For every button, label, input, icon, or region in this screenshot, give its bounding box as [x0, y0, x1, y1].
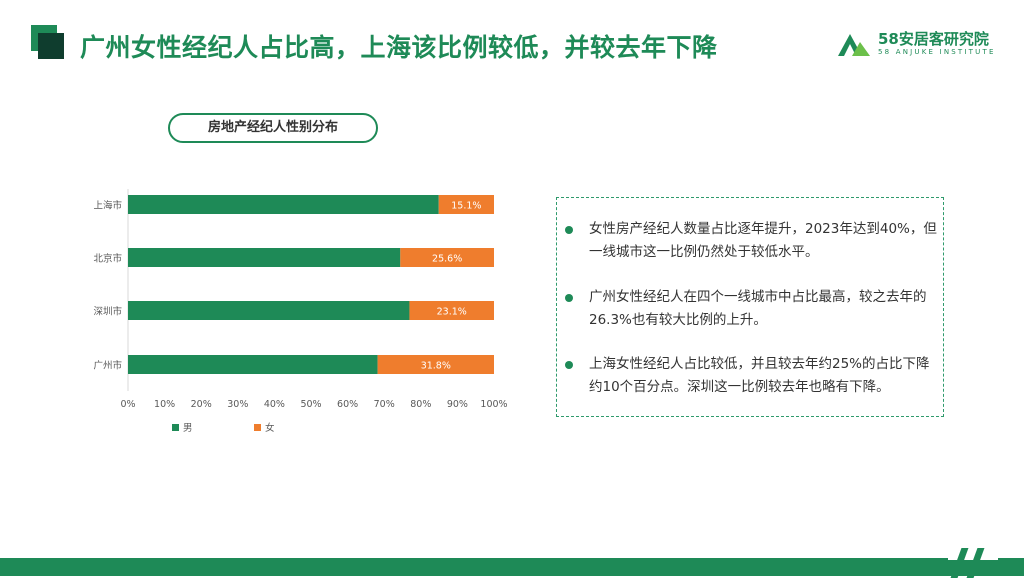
bullet-dot-icon: [565, 361, 573, 369]
x-tick-label: 50%: [300, 399, 321, 410]
logo: 58安居客研究院 58 ANJUKE INSTITUTE: [838, 28, 1008, 62]
footer-bar: [0, 558, 1024, 576]
insight-text: 女性房产经纪人数量占比逐年提升，2023年达到40%，但一线城市这一比例仍然处于…: [589, 221, 937, 260]
bar-female: [400, 248, 494, 267]
bar-male: [128, 248, 401, 267]
bar-male: [128, 355, 378, 374]
legend-swatch-male: [172, 424, 179, 431]
logo-name: 58安居客研究院: [878, 30, 989, 48]
x-tick-label: 90%: [447, 399, 468, 410]
x-tick-label: 40%: [264, 399, 285, 410]
bullet-dot-icon: [565, 226, 573, 234]
bar-female: [409, 301, 494, 320]
logo-house-icon: [838, 34, 870, 56]
bar-female: [377, 355, 494, 374]
x-tick-label: 20%: [191, 399, 212, 410]
page-title: 广州女性经纪人占比高，上海该比例较低，并较去年下降: [80, 33, 718, 62]
bar-male: [128, 195, 439, 214]
data-label: 15.1%: [451, 201, 481, 212]
category-label: 北京市: [93, 253, 122, 265]
insight-panel: 女性房产经纪人数量占比逐年提升，2023年达到40%，但一线城市这一比例仍然处于…: [556, 197, 944, 417]
data-label: 25.6%: [432, 254, 462, 265]
legend-label: 女: [265, 422, 275, 434]
x-tick-label: 100%: [480, 399, 507, 410]
insight-text: 广州女性经纪人在四个一线城市中占比最高，较之去年的26.3%也有较大比例的上升。: [589, 289, 927, 328]
insight-bullet-2: 广州女性经纪人在四个一线城市中占比最高，较之去年的26.3%也有较大比例的上升。: [565, 286, 937, 332]
x-tick-label: 0%: [120, 399, 135, 410]
legend-label: 男: [183, 423, 193, 434]
chart-svg: 上海市 15.1% 北京市 25.6% 深圳市 23.1% 广州市 31.8% 0% 10% 20%…: [93, 189, 508, 434]
x-tick-label: 30%: [227, 399, 248, 410]
category-label: 深圳市: [93, 306, 122, 318]
category-label: 广州市: [93, 360, 122, 372]
bullet-dot-icon: [565, 294, 573, 302]
x-tick-label: 80%: [410, 399, 431, 410]
legend-swatch-female: [254, 424, 261, 431]
bar-male: [128, 301, 410, 320]
logo-subtitle: 58 ANJUKE INSTITUTE: [878, 48, 996, 56]
gender-bar-chart: 上海市 15.1% 北京市 25.6% 深圳市 23.1% 广州市 31.8% 0% 10% 20%…: [80, 185, 520, 445]
bar-female: [438, 195, 494, 214]
data-label: 23.1%: [437, 307, 467, 318]
insight-bullet-1: 女性房产经纪人数量占比逐年提升，2023年达到40%，但一线城市这一比例仍然处于…: [565, 218, 937, 264]
x-tick-label: 60%: [337, 399, 358, 410]
header-accent-square-dark: [38, 33, 64, 59]
insight-text: 上海女性经纪人占比较低，并且较去年约25%的占比下降约10个百分点。深圳这一比例…: [589, 356, 930, 395]
data-label: 31.8%: [421, 361, 451, 372]
insight-bullet-3: 上海女性经纪人占比较低，并且较去年约25%的占比下降约10个百分点。深圳这一比例…: [565, 353, 937, 399]
category-label: 上海市: [93, 200, 122, 212]
x-tick-label: 70%: [374, 399, 395, 410]
chart-title: 房地产经纪人性别分布: [168, 113, 378, 143]
x-tick-label: 10%: [154, 399, 175, 410]
